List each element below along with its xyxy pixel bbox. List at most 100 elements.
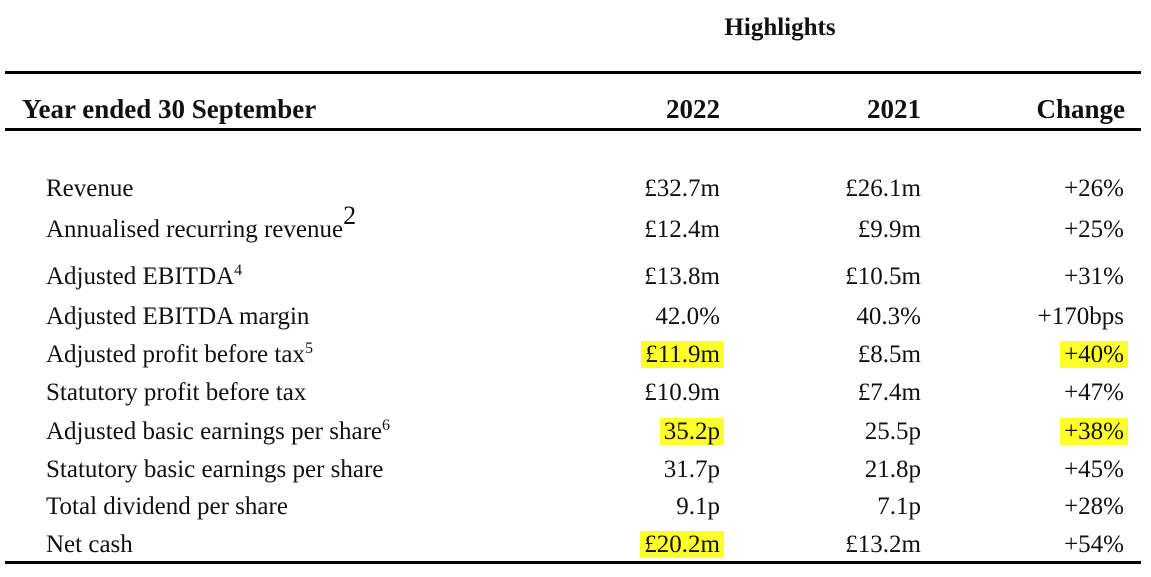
value-change: +170bps: [1038, 302, 1124, 332]
header-change: Change: [1036, 94, 1125, 124]
row-label-text: Total dividend per share: [46, 493, 288, 520]
value-change-text: +25%: [1064, 216, 1124, 243]
value-2021: 25.5p: [865, 417, 921, 447]
table-row: Adjusted basic earnings per share6 35.2p 2…: [0, 417, 1151, 454]
row-label-text: Statutory profit before tax: [46, 379, 307, 406]
table-row: Adjusted profit before tax5 £11.9m £8.5m +4…: [0, 340, 1151, 377]
value-2021: £9.9m: [858, 215, 921, 245]
table-row: Adjusted EBITDA4 £13.8m £10.5m +31%: [0, 262, 1151, 299]
value-change: +28%: [1064, 492, 1124, 522]
row-label: Net cash: [46, 530, 133, 560]
table-row: Statutory basic earnings per share 31.7p 2…: [0, 455, 1151, 492]
value-change: +45%: [1064, 455, 1124, 485]
value-change: +47%: [1064, 378, 1124, 408]
value-change-text: +170bps: [1037, 303, 1124, 330]
footnote-ref: 4: [234, 262, 243, 279]
value-2022-text: £12.4m: [644, 216, 720, 243]
value-2021: £26.1m: [845, 174, 921, 204]
header-rule: [5, 128, 1141, 131]
value-2021-text: 7.1p: [877, 493, 921, 520]
row-label-text: Adjusted basic earnings per share: [46, 418, 382, 445]
value-2022: £20.2m: [640, 530, 724, 560]
value-change: +26%: [1064, 174, 1124, 204]
value-2022: £11.9m: [641, 340, 724, 370]
value-2022: £10.9m: [644, 378, 720, 408]
table-row: Adjusted EBITDA margin 42.0% 40.3% +170bps: [0, 302, 1151, 339]
footnote-ref: 6: [382, 417, 390, 434]
table-row: Revenue £32.7m £26.1m +26%: [0, 174, 1151, 211]
value-change: +40%: [1060, 340, 1128, 370]
row-label-text: Adjusted profit before tax: [46, 341, 305, 368]
top-rule: [5, 71, 1141, 74]
value-2021: £8.5m: [858, 340, 921, 370]
row-label: Adjusted profit before tax5: [46, 340, 313, 370]
value-2021-text: 25.5p: [864, 418, 921, 445]
value-2021-text: £13.2m: [845, 531, 921, 558]
row-label-text: Statutory basic earnings per share: [46, 456, 384, 483]
value-2021-text: 40.3%: [856, 303, 921, 330]
row-label-text: Annualised recurring revenue: [46, 216, 344, 243]
value-2021: £7.4m: [858, 378, 921, 408]
value-2022: 35.2p: [659, 417, 724, 447]
value-2022: 9.1p: [676, 492, 720, 522]
value-2022-text: 31.7p: [663, 456, 720, 483]
table-row: Annualised recurring revenue2 £12.4m £9.9m…: [0, 201, 1151, 252]
value-change-text: +31%: [1064, 263, 1124, 290]
row-label: Adjusted EBITDA4: [46, 262, 242, 292]
value-2022: 31.7p: [664, 455, 720, 485]
row-label-text: Revenue: [46, 175, 134, 202]
value-2022-text: 42.0%: [655, 303, 720, 330]
page-title: Highlights: [724, 14, 836, 41]
value-2021-text: 21.8p: [864, 456, 921, 483]
value-2021-text: £26.1m: [845, 175, 921, 202]
value-2021-text: £10.5m: [845, 263, 921, 290]
value-2022: 42.0%: [655, 302, 720, 332]
row-label: Adjusted basic earnings per share6: [46, 417, 390, 447]
value-2021-text: £8.5m: [857, 341, 921, 368]
header-2022: 2022: [666, 94, 720, 124]
value-change: +38%: [1060, 417, 1128, 447]
value-2021: £10.5m: [845, 262, 921, 292]
value-change-text: +40%: [1060, 341, 1128, 368]
value-change-text: +47%: [1064, 379, 1124, 406]
value-2022-text: 35.2p: [659, 418, 724, 445]
row-label-text: Adjusted EBITDA: [46, 263, 235, 290]
value-2022: £13.8m: [644, 262, 720, 292]
value-change-text: +45%: [1064, 456, 1124, 483]
header-2021: 2021: [867, 94, 921, 124]
value-2021: 40.3%: [856, 302, 921, 332]
row-label-text: Net cash: [46, 531, 133, 558]
value-2021: 7.1p: [877, 492, 921, 522]
bottom-rule: [5, 561, 1141, 564]
row-label: Total dividend per share: [46, 492, 288, 522]
value-2021-text: £7.4m: [857, 379, 921, 406]
row-label: Adjusted EBITDA margin: [46, 302, 309, 332]
row-label-text: Adjusted EBITDA margin: [46, 303, 310, 330]
value-2021-text: £9.9m: [857, 216, 921, 243]
value-2022-text: £10.9m: [644, 379, 720, 406]
value-2022-text: 9.1p: [676, 493, 720, 520]
value-change-text: +28%: [1064, 493, 1124, 520]
value-2021: 21.8p: [865, 455, 921, 485]
value-change: +31%: [1064, 262, 1124, 292]
table-row: Statutory profit before tax £10.9m £7.4m +4…: [0, 378, 1151, 415]
table-row: Total dividend per share 9.1p 7.1p +28%: [0, 492, 1151, 529]
header-year-label: Year ended 30 September: [22, 94, 317, 124]
value-change: +54%: [1064, 530, 1124, 560]
value-2022-text: £32.7m: [644, 175, 720, 202]
value-change-text: +26%: [1064, 175, 1124, 202]
row-label: Annualised recurring revenue2: [46, 201, 356, 245]
value-2022-text: £20.2m: [640, 531, 724, 558]
table-row: Net cash £20.2m £13.2m +54%: [0, 530, 1151, 567]
value-change-text: +54%: [1064, 531, 1124, 558]
value-2022: £32.7m: [644, 174, 720, 204]
footnote-ref: 2: [343, 201, 357, 230]
value-change: +25%: [1064, 215, 1124, 245]
value-2022: £12.4m: [644, 215, 720, 245]
row-label: Statutory basic earnings per share: [46, 455, 383, 485]
value-2022-text: £11.9m: [641, 341, 724, 368]
value-change-text: +38%: [1060, 418, 1128, 445]
row-label: Statutory profit before tax: [46, 378, 306, 408]
value-2021: £13.2m: [845, 530, 921, 560]
value-2022-text: £13.8m: [644, 263, 720, 290]
